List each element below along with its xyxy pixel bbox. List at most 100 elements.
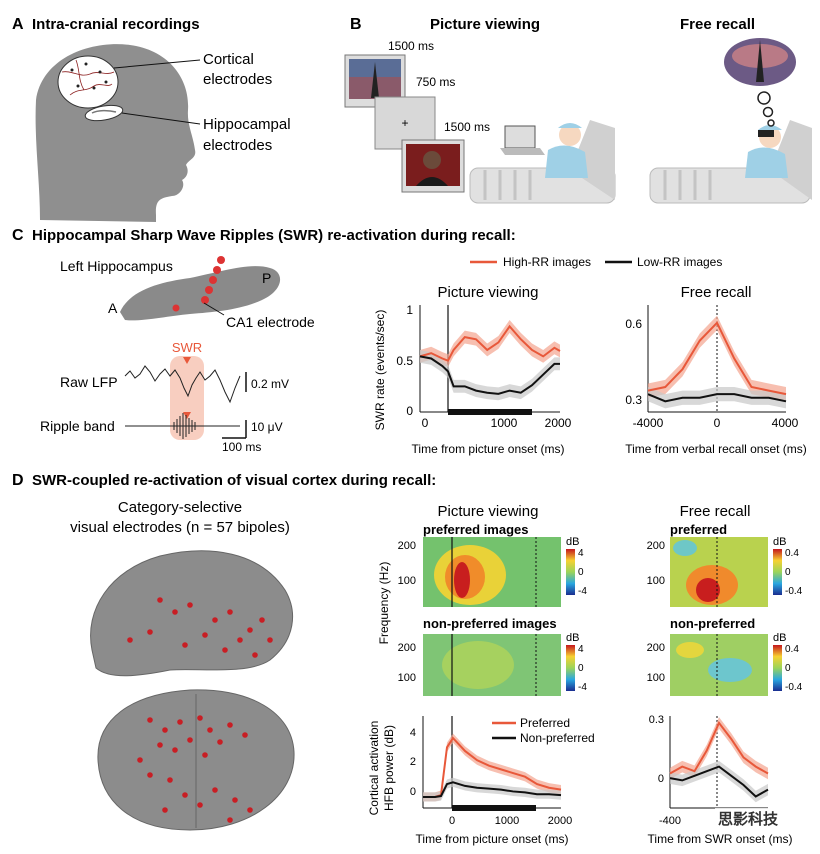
d-pv-pref-y200: 200 [398, 540, 416, 552]
d-pv-cb1-min: -4 [578, 586, 587, 597]
panel-b-letter: B [350, 16, 362, 33]
d-pv-line-ytick-0: 0 [410, 786, 416, 798]
panel-c: C Hippocampal Sharp Wave Ripples (SWR) r… [12, 227, 807, 456]
series-line-0 [647, 321, 787, 396]
thought-bubble-2 [762, 106, 774, 118]
ripple-band-label: Ripple band [40, 418, 115, 434]
panel-d-letter: D [12, 472, 24, 489]
electrode-dot [167, 777, 173, 783]
d-fr-pref-label: preferred [670, 522, 727, 537]
time-label-2: 750 ms [416, 75, 455, 89]
d-fr-line-ytick-0.3: 0.3 [649, 714, 664, 726]
series-line-1 [669, 765, 769, 798]
d-pv-colorbar-1 [566, 549, 575, 595]
patient-gown-1 [545, 145, 588, 178]
d-fr-title: Free recall [680, 503, 751, 520]
d-fr-colorbar-2 [773, 645, 782, 691]
eiffel-tower-shape [371, 62, 379, 98]
cortical-label-1: Cortical [203, 51, 254, 68]
electrode-dot [202, 632, 208, 638]
d-legend-pref-label: Preferred [520, 716, 570, 730]
fixation-cross: + [401, 116, 408, 130]
swr-label: SWR [172, 340, 202, 355]
panel-a-letter: A [12, 16, 24, 33]
d-pv-cb1-unit: dB [566, 536, 579, 548]
electrode-dot [177, 719, 183, 725]
d-subtitle-2: visual electrodes (n = 57 bipoles) [70, 519, 290, 536]
brain-lateral [90, 550, 294, 677]
anterior-label: A [108, 300, 118, 316]
d-fr-pref-core [696, 578, 720, 602]
panel-b: B Picture viewing Free recall 1500 ms 75… [344, 16, 812, 204]
panel-c-letter: C [12, 227, 24, 244]
d-pv-title: Picture viewing [438, 503, 539, 520]
ca1-label: CA1 electrode [226, 314, 315, 330]
d-pv-pref-y100: 100 [398, 575, 416, 587]
cortex-electrode-dots [70, 62, 108, 90]
d-pv-line-xtick-0: 0 [449, 815, 455, 827]
d-fr-line-ytick-0: 0 [658, 773, 664, 785]
electrode-dot [227, 817, 233, 823]
electrode-dot [187, 737, 193, 743]
patient-viewing [469, 120, 616, 204]
d-fr-cb1-mid: 0 [785, 567, 791, 578]
d-pv-line-xtick-1000: 1000 [495, 815, 519, 827]
c-pv-series [419, 319, 561, 401]
c-fr-series [647, 315, 787, 409]
patient-cap-1 [558, 123, 582, 128]
d-pv-pref-label: preferred images [423, 522, 529, 537]
depth-electrode [172, 256, 225, 312]
patient-cap-2 [758, 125, 782, 130]
hippocampal-label-2: electrodes [203, 137, 272, 154]
d-fr-cb1-unit: dB [773, 536, 786, 548]
laptop-screen [504, 125, 536, 149]
d-pv-line-series [423, 733, 562, 802]
raw-lfp-trace [124, 365, 241, 404]
electrode-dot [162, 727, 168, 733]
electrode-dot [182, 642, 188, 648]
electrode-dot [162, 807, 168, 813]
c-fr-xtick-0: 0 [714, 416, 721, 430]
patient-eye-mask [758, 130, 774, 137]
panel-a: A Intra-cranial recordings Cortical elec… [12, 16, 291, 222]
c-pv-ytick-1: 1 [406, 303, 413, 317]
series-line-0 [669, 720, 769, 775]
hippocampus-zoom [84, 104, 124, 122]
d-fr-nonpref-label: non-preferred [670, 616, 755, 631]
d-pv-nonpref-y100: 100 [398, 672, 416, 684]
c-pv-xtick-1000: 1000 [491, 416, 518, 430]
patient-head-1 [559, 124, 581, 146]
c-fr-ytick-0.6: 0.6 [625, 317, 642, 331]
electrode-dot [259, 617, 265, 623]
hippocampal-pointer-line [121, 112, 201, 125]
d-pv-line-xlabel: Time from picture onset (ms) [416, 832, 569, 846]
cortex-vessels [61, 59, 115, 96]
picture-viewing-heading: Picture viewing [430, 16, 540, 33]
d-pv-line-ytick-2: 2 [410, 756, 416, 768]
c-fr-ytick-0.3: 0.3 [625, 393, 642, 407]
d-fr-colorbar-1 [773, 549, 782, 595]
d-pv-pref-hot-core [454, 562, 470, 598]
electrode-dot [147, 772, 153, 778]
sem-band-1 [648, 387, 786, 409]
ca1-pointer [203, 302, 225, 316]
d-fr-line-xlabel: Time from SWR onset (ms) [648, 832, 793, 846]
thought-bubble-1 [757, 91, 771, 105]
sem-band-0 [420, 319, 560, 368]
d-hfb-ylabel-2: HFB power (dB) [382, 725, 396, 811]
face-suit [416, 177, 448, 186]
c-fr-xtick-4000: 4000 [772, 416, 799, 430]
c-pv-xlabel: Time from picture onset (ms) [412, 442, 565, 456]
c-fr-title: Free recall [681, 284, 752, 301]
electrode-dot [232, 797, 238, 803]
d-pv-nonpref-label: non-preferred images [423, 616, 557, 631]
c-pv-ytick-0.5: 0.5 [396, 354, 413, 368]
hippocampus-shape [91, 109, 117, 114]
d-pv-cb2-max: 4 [578, 644, 584, 655]
series-line-0 [419, 324, 561, 362]
sem-band-0 [670, 717, 768, 780]
d-hfb-ylabel-1: Cortical activation [367, 721, 381, 816]
d-fr-cb2-mid: 0 [785, 663, 791, 674]
patient-recall [649, 38, 812, 204]
